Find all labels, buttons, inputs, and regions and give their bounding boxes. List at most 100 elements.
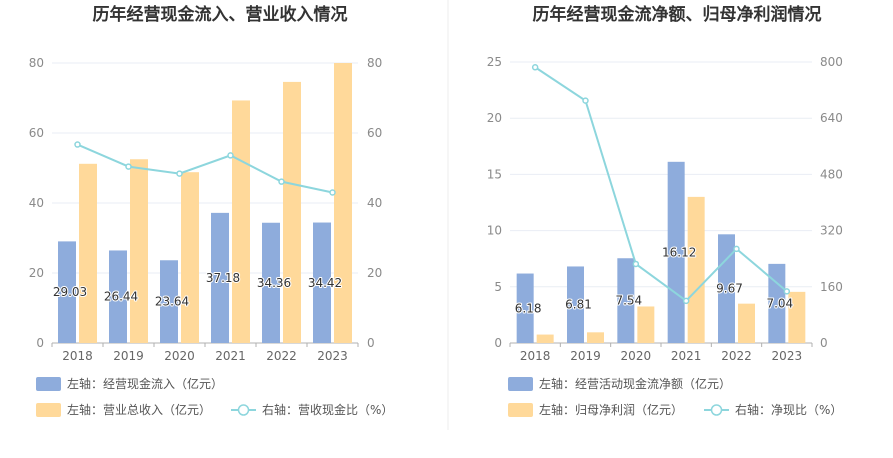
bar-secondary[interactable] bbox=[587, 332, 604, 343]
legend-swatch bbox=[508, 377, 533, 391]
bar-secondary[interactable] bbox=[536, 334, 554, 343]
left-axis-tick-label: 20 bbox=[487, 111, 502, 125]
legend-label: 左轴：归母净利润（亿元） bbox=[539, 402, 683, 417]
legend-item[interactable]: 右轴：净现比（%） bbox=[704, 402, 842, 417]
bar-primary[interactable] bbox=[58, 241, 76, 343]
bar-secondary[interactable] bbox=[637, 306, 655, 343]
line-point[interactable] bbox=[74, 141, 81, 148]
legend-label: 右轴：净现比（%） bbox=[735, 402, 842, 417]
left-axis-tick-label: 60 bbox=[29, 126, 44, 140]
bar-primary[interactable] bbox=[262, 222, 280, 343]
bar-secondary[interactable] bbox=[79, 163, 97, 343]
bar-secondary[interactable] bbox=[181, 172, 199, 343]
bar-primary[interactable] bbox=[211, 212, 229, 343]
legend-swatch bbox=[508, 403, 533, 417]
series-line bbox=[534, 66, 788, 303]
x-axis-tick-label: 2023 bbox=[317, 349, 348, 363]
line-point[interactable] bbox=[783, 288, 791, 295]
series-line bbox=[77, 143, 333, 194]
line-point[interactable] bbox=[125, 163, 132, 170]
legend-item[interactable]: 左轴：经营现金流入（亿元） bbox=[36, 376, 223, 391]
right-axis-tick-label: 480 bbox=[820, 167, 843, 181]
bar-data-label: 29.03 bbox=[53, 285, 87, 299]
bar-data-label: 7.04 bbox=[766, 296, 793, 310]
left-axis-tick-label: 25 bbox=[487, 55, 502, 69]
right-axis-tick-label: 640 bbox=[820, 111, 843, 125]
bar-primary[interactable] bbox=[313, 222, 331, 343]
x-axis-tick-label: 2021 bbox=[215, 349, 246, 363]
line-point[interactable] bbox=[582, 97, 589, 104]
left-axis-tick-label: 80 bbox=[29, 56, 44, 70]
bar-secondary[interactable] bbox=[687, 196, 705, 343]
bar-data-label: 23.64 bbox=[155, 295, 189, 309]
bar-primary[interactable] bbox=[567, 266, 584, 343]
line-point[interactable] bbox=[733, 245, 740, 253]
legend-item[interactable]: 右轴：营收现金比（%） bbox=[231, 402, 393, 417]
x-axis-tick-label: 2022 bbox=[266, 349, 297, 363]
legend-item[interactable]: 左轴：归母净利润（亿元） bbox=[508, 402, 683, 417]
bar-data-label: 26.44 bbox=[104, 290, 138, 304]
bar-secondary[interactable] bbox=[334, 63, 352, 343]
x-axis-tick-label: 2020 bbox=[621, 349, 652, 363]
legend-label: 左轴：经营活动现金流净额（亿元） bbox=[539, 376, 731, 391]
left-axis-tick-label: 5 bbox=[494, 280, 502, 294]
legend-swatch bbox=[36, 377, 61, 391]
bar-data-label: 6.18 bbox=[515, 301, 542, 315]
bar-data-label: 6.81 bbox=[565, 298, 592, 312]
left-axis-tick-label: 15 bbox=[487, 167, 502, 181]
legend-item[interactable]: 左轴：营业总收入（亿元） bbox=[36, 402, 211, 417]
line-point[interactable] bbox=[176, 170, 183, 177]
left-axis-tick-label: 20 bbox=[29, 266, 44, 280]
left-axis-tick-label: 0 bbox=[36, 336, 44, 350]
x-axis-tick-label: 2018 bbox=[520, 349, 551, 363]
legend-marker bbox=[237, 404, 250, 416]
chart-panel-cashflow-revenue: 历年经营现金流入、营业收入情况 0 20 40 60 80 0 20 40 60 80 2018 201… bbox=[29, 4, 393, 417]
bar-primary[interactable] bbox=[768, 263, 786, 343]
x-axis-tick-label: 2018 bbox=[62, 349, 93, 363]
line-point[interactable] bbox=[329, 189, 336, 196]
x-axis-tick-label: 2019 bbox=[570, 349, 601, 363]
right-axis-tick-label: 0 bbox=[820, 336, 828, 350]
x-axis-tick-label: 2019 bbox=[113, 349, 144, 363]
x-axis-tick-label: 2022 bbox=[721, 349, 752, 363]
right-axis-tick-label: 320 bbox=[820, 224, 843, 238]
bar-secondary[interactable] bbox=[130, 159, 148, 343]
bar-primary[interactable] bbox=[617, 258, 635, 343]
bar-primary[interactable] bbox=[718, 234, 735, 343]
legend-item[interactable]: 左轴：经营活动现金流净额（亿元） bbox=[508, 376, 731, 391]
bar-data-label: 34.36 bbox=[257, 276, 291, 290]
right-axis-tick-label: 20 bbox=[367, 266, 382, 280]
right-axis-tick-label: 60 bbox=[367, 126, 382, 140]
x-axis-tick-label: 2021 bbox=[671, 349, 702, 363]
line-point[interactable] bbox=[227, 152, 234, 159]
right-axis-tick-label: 80 bbox=[367, 56, 382, 70]
bar-data-label: 9.67 bbox=[716, 282, 743, 296]
bar-secondary[interactable] bbox=[232, 100, 250, 343]
bar-secondary[interactable] bbox=[283, 81, 301, 344]
bar-secondary[interactable] bbox=[738, 303, 755, 343]
line-point[interactable] bbox=[632, 260, 640, 268]
left-axis-tick-label: 10 bbox=[487, 224, 502, 238]
chart-title: 历年经营现金流净额、归母净利润情况 bbox=[533, 4, 822, 25]
line-point[interactable] bbox=[278, 178, 285, 185]
right-axis-tick-label: 800 bbox=[820, 55, 843, 69]
chart-title: 历年经营现金流入、营业收入情况 bbox=[93, 4, 348, 25]
bar-data-label: 34.42 bbox=[308, 276, 342, 290]
bar-primary[interactable] bbox=[516, 273, 534, 343]
bar-secondary[interactable] bbox=[788, 291, 806, 343]
right-axis-tick-label: 40 bbox=[367, 196, 382, 210]
legend-label: 左轴：经营现金流入（亿元） bbox=[67, 376, 223, 391]
line-point[interactable] bbox=[531, 64, 539, 71]
chart-panel-netcash-profit: 历年经营现金流净额、归母净利润情况 0 5 10 15 20 25 0 160 320 480 640… bbox=[487, 4, 843, 417]
left-axis-tick-label: 40 bbox=[29, 196, 44, 210]
legend-marker bbox=[710, 404, 723, 416]
x-axis-tick-label: 2023 bbox=[772, 349, 803, 363]
bar-primary[interactable] bbox=[109, 250, 127, 343]
legend-label: 左轴：营业总收入（亿元） bbox=[67, 402, 211, 417]
bar-data-label: 7.54 bbox=[615, 294, 642, 308]
line-point[interactable] bbox=[682, 297, 690, 305]
left-axis-tick-label: 0 bbox=[494, 336, 502, 350]
bar-primary[interactable] bbox=[160, 260, 178, 343]
